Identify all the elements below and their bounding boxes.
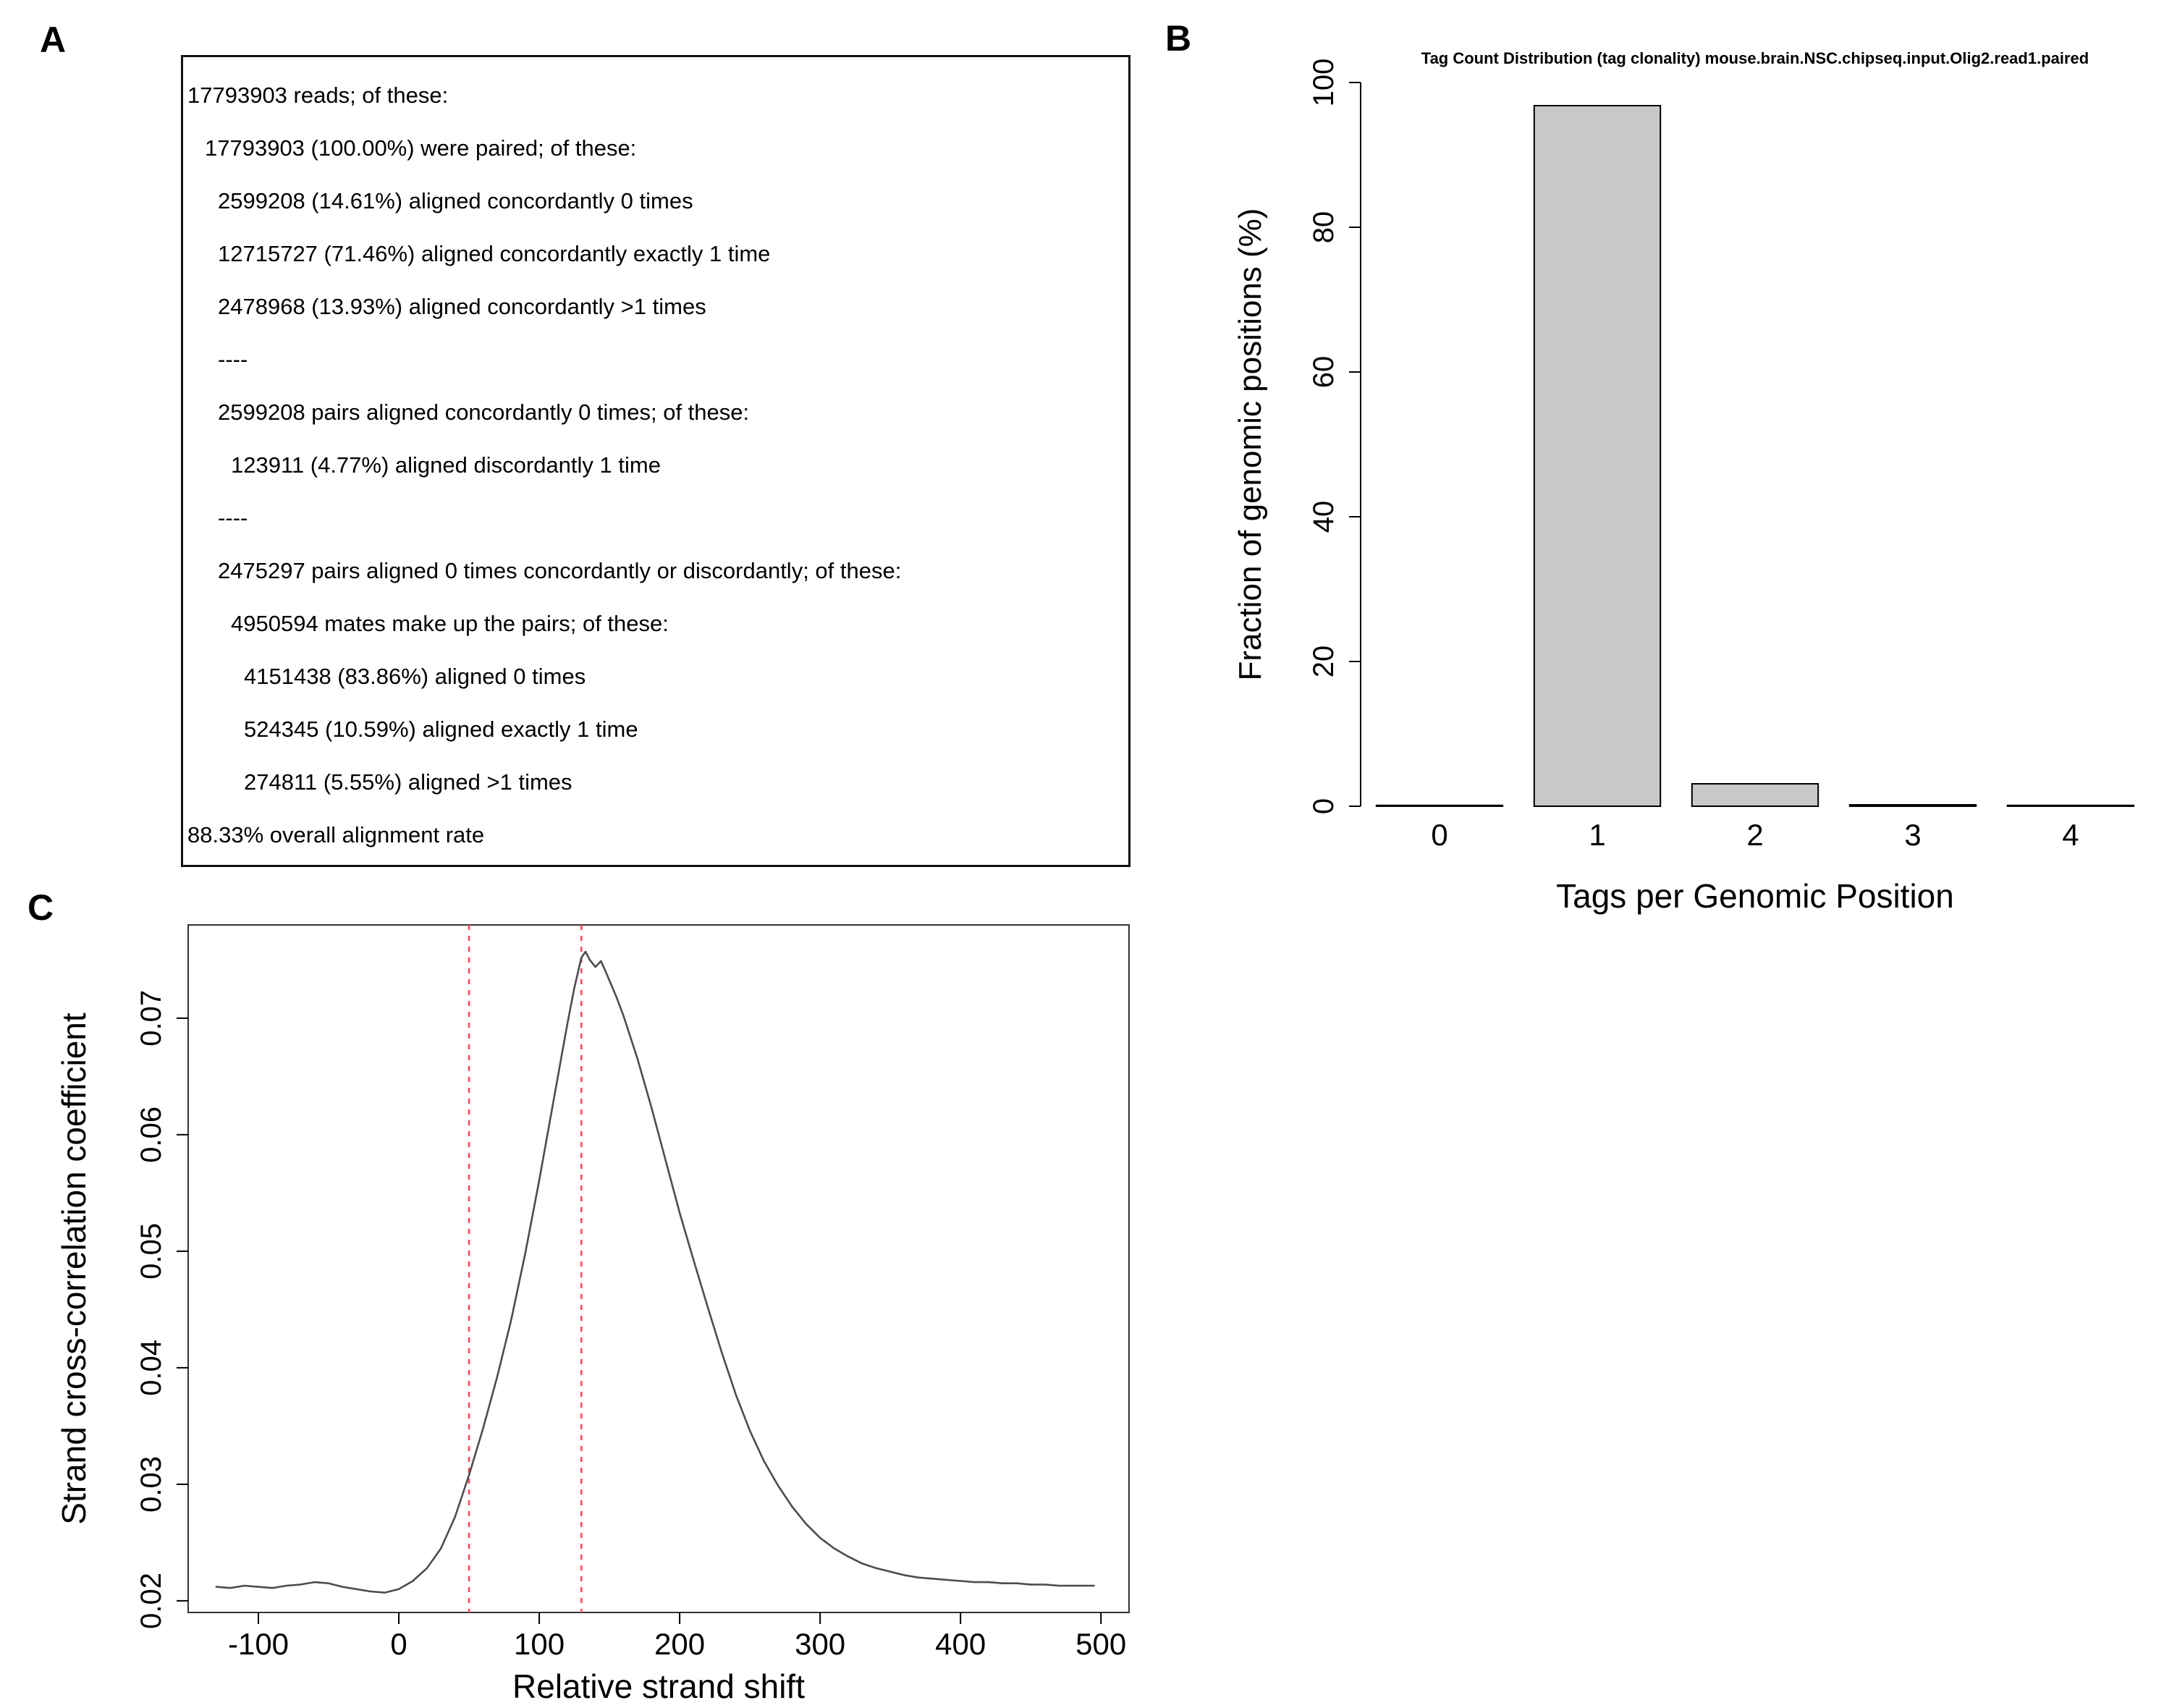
alignment-stats-lines: 17793903 reads; of these: 17793903 (100.0… bbox=[187, 69, 1123, 861]
x-axis-label: Relative strand shift bbox=[512, 1667, 805, 1705]
panel-b-label: B bbox=[1165, 18, 1192, 59]
y-tick-label: 40 bbox=[1308, 501, 1340, 533]
x-tick-label: 2 bbox=[1746, 818, 1763, 852]
stat-line: 12715727 (71.46%) aligned concordantly e… bbox=[218, 241, 771, 266]
y-tick-label: 100 bbox=[1308, 59, 1340, 107]
x-tick-label: 200 bbox=[654, 1627, 705, 1661]
stat-line: ---- bbox=[218, 347, 248, 372]
x-tick-label: 400 bbox=[935, 1627, 986, 1661]
plot-box bbox=[187, 924, 1130, 1613]
stat-line: 524345 (10.59%) aligned exactly 1 time bbox=[244, 716, 638, 742]
stat-line: 2599208 (14.61%) aligned concordantly 0 … bbox=[218, 188, 693, 214]
correlation-curve bbox=[215, 950, 1095, 1594]
panel-b: B Tag Count Distribution (tag clonality)… bbox=[1165, 17, 2177, 965]
y-tick-label: 80 bbox=[1308, 211, 1340, 244]
x-tick-label: 100 bbox=[514, 1627, 565, 1661]
y-tick-label: 60 bbox=[1308, 356, 1340, 389]
panel-c-label: C bbox=[28, 887, 54, 928]
x-tick-label: 300 bbox=[795, 1627, 845, 1661]
bar-1 bbox=[1533, 105, 1662, 807]
x-tick-label: 0 bbox=[390, 1627, 407, 1661]
stat-line: ---- bbox=[218, 505, 248, 530]
panel-c: C -100 0 100 200 300 400 500 0.02 0.03 0.04 0.05 0.… bbox=[0, 879, 1230, 1708]
y-tick-label: 0.02 bbox=[135, 1573, 167, 1629]
stat-line: 2599208 pairs aligned concordantly 0 tim… bbox=[218, 399, 750, 425]
stat-line: 4151438 (83.86%) aligned 0 times bbox=[244, 664, 586, 689]
y-axis-label: Fraction of genomic positions (%) bbox=[1233, 208, 1268, 681]
bar-3 bbox=[1848, 804, 1977, 807]
y-tick-label: 0 bbox=[1308, 798, 1340, 814]
panel-a: A 17793903 reads; of these: 17793903 (100… bbox=[0, 0, 1158, 883]
y-tick-label: 0.06 bbox=[135, 1107, 167, 1163]
y-tick-label: 0.03 bbox=[135, 1456, 167, 1513]
stat-line: 4950594 mates make up the pairs; of thes… bbox=[231, 611, 669, 636]
alignment-stats-box: 17793903 reads; of these: 17793903 (100.0… bbox=[181, 55, 1130, 867]
stat-line: 17793903 reads; of these: bbox=[187, 83, 449, 108]
x-tick-label: 1 bbox=[1589, 818, 1605, 852]
x-tick-label: 4 bbox=[2062, 818, 2079, 852]
x-tick-label: 0 bbox=[1431, 818, 1447, 852]
stat-line: 123911 (4.77%) aligned discordantly 1 ti… bbox=[231, 452, 661, 478]
tag-count-bar-chart: Tag Count Distribution (tag clonality) m… bbox=[1233, 49, 2135, 915]
panel-a-label: A bbox=[40, 20, 67, 60]
y-tick-label: 0.05 bbox=[135, 1223, 167, 1280]
x-axis-label: Tags per Genomic Position bbox=[1556, 877, 1954, 915]
y-tick-label: 0.04 bbox=[135, 1340, 167, 1396]
y-tick-label: 0.07 bbox=[135, 990, 167, 1047]
y-tick-label: 20 bbox=[1308, 646, 1340, 678]
bar-2 bbox=[1691, 783, 1819, 807]
stat-line: 88.33% overall alignment rate bbox=[187, 822, 485, 847]
stat-line: 2475297 pairs aligned 0 times concordant… bbox=[218, 558, 902, 583]
stat-line: 17793903 (100.00%) were paired; of these… bbox=[205, 135, 637, 161]
x-tick-label: -100 bbox=[228, 1627, 289, 1661]
stat-line: 274811 (5.55%) aligned >1 times bbox=[244, 769, 572, 795]
y-axis-label: Strand cross-correlation coefficient bbox=[55, 1012, 93, 1525]
x-tick-label: 500 bbox=[1075, 1627, 1126, 1661]
cross-correlation-line-chart: -100 0 100 200 300 400 500 0.02 0.03 0.04 0.05 0.06… bbox=[55, 924, 1130, 1705]
stat-line: 2478968 (13.93%) aligned concordantly >1… bbox=[218, 294, 706, 319]
x-tick-label: 3 bbox=[1904, 818, 1921, 852]
bar-chart-title: Tag Count Distribution (tag clonality) m… bbox=[1421, 49, 2089, 67]
